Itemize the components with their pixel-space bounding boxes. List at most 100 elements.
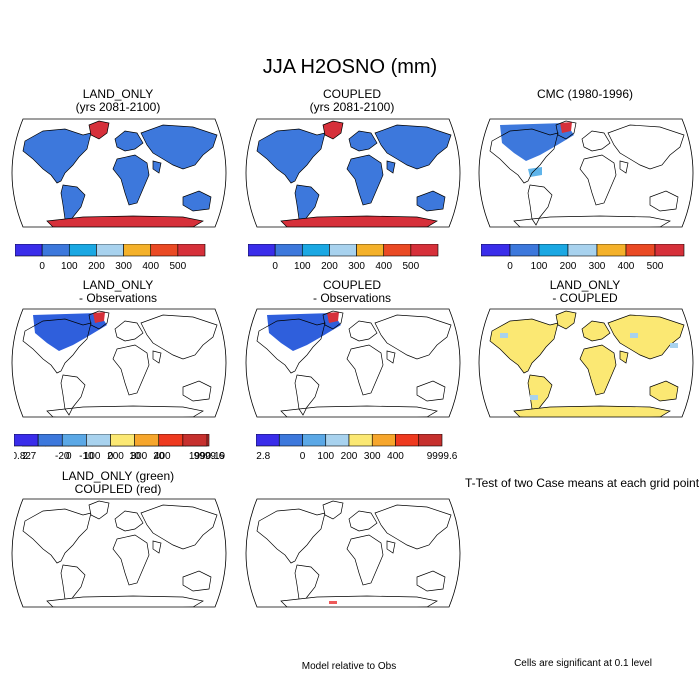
continent-gl xyxy=(322,120,344,140)
map-frame xyxy=(478,308,694,418)
continent-eu xyxy=(581,130,611,152)
continent-gl xyxy=(322,500,344,520)
map-frame xyxy=(245,118,461,228)
continent-as xyxy=(140,314,218,360)
colorbar-box-6 xyxy=(158,434,184,447)
snow-anomaly-region xyxy=(500,123,574,161)
continent-au xyxy=(182,190,212,212)
continent-gl xyxy=(555,120,577,140)
colorbar-box-7 xyxy=(182,434,208,447)
colorbar-tick-label: 200 xyxy=(107,451,124,462)
continent-af xyxy=(346,154,384,206)
colorbar-tick-label: 400 xyxy=(154,451,171,462)
continent-af xyxy=(346,344,384,396)
colorbar-tick-label: 200 xyxy=(341,451,358,462)
continent-as xyxy=(374,314,452,360)
map-panel-7 xyxy=(11,498,227,608)
colorbar-box-0 xyxy=(481,244,511,257)
snow-anomaly-region xyxy=(267,313,341,351)
colorbar-tick-label: 1990.19 xyxy=(189,451,226,462)
colorbar-tick-label: 0 xyxy=(300,451,306,462)
panel-title-3: CMC (1980-1996) xyxy=(470,88,700,101)
continent-eu xyxy=(114,510,144,532)
panel-title-line: LAND_ONLY (green) xyxy=(61,469,175,483)
colorbar-box-2 xyxy=(61,434,87,447)
colorbar-box-0 xyxy=(256,434,280,447)
colorbar-box-1 xyxy=(278,434,303,447)
continent-na xyxy=(489,128,559,184)
colorbar-tick-label: 0 xyxy=(272,261,278,272)
colorbar-tick-label: 300 xyxy=(348,261,365,272)
panel-title-line: COUPLED (red) xyxy=(74,482,162,496)
continent-eu xyxy=(114,320,144,342)
continent-gl xyxy=(88,500,110,520)
panel-title-line: - Observations xyxy=(78,291,158,305)
colorbar-box-6 xyxy=(654,244,685,257)
continent-af xyxy=(112,154,150,206)
colorbar-box-3 xyxy=(329,244,357,257)
page-title: JJA H2OSNO (mm) xyxy=(262,56,438,78)
colorbar-3: 0 100 200 300 400 500 xyxy=(481,244,685,272)
continent-au xyxy=(649,190,679,212)
continent-na xyxy=(22,318,92,374)
continent-ant xyxy=(46,405,204,417)
colorbar-tick-label: 100 xyxy=(61,261,78,272)
colorbar-tick-label: 0 xyxy=(39,261,45,272)
colorbar-tick-label: 100 xyxy=(317,451,334,462)
panel-title-4: LAND_ONLY - Observations xyxy=(3,279,233,305)
colorbar-box-6 xyxy=(177,244,206,257)
map-panel-4 xyxy=(11,308,227,418)
map-panel-6 xyxy=(478,308,694,418)
colorbar-box-1 xyxy=(41,244,70,257)
map-panel-2 xyxy=(245,118,461,228)
continent-na xyxy=(22,128,92,184)
colorbar-box-3 xyxy=(567,244,598,257)
colorbar-tick-label: 300 xyxy=(364,451,381,462)
colorbar-tick-label: 0 xyxy=(66,451,72,462)
colorbar-box-2 xyxy=(68,244,97,257)
colorbar-box-2 xyxy=(538,244,569,257)
colorbar-tick-label: 100 xyxy=(84,451,101,462)
continent-au xyxy=(416,190,446,212)
continent-af xyxy=(346,534,384,586)
continent-ant xyxy=(280,405,438,417)
colorbar-tick-label: 100 xyxy=(294,261,311,272)
panel-title-line: CMC (1980-1996) xyxy=(536,87,634,101)
colorbar-tick-label: 10 xyxy=(129,451,141,462)
colorbar-box-4 xyxy=(356,244,385,257)
continent-au xyxy=(416,380,446,402)
colorbar-tick-label: 400 xyxy=(618,261,635,272)
colorbar-box-6 xyxy=(410,244,439,257)
continent-ind xyxy=(152,350,162,364)
continent-au xyxy=(182,570,212,592)
colorbar-box-5 xyxy=(625,244,656,257)
continent-ant xyxy=(46,215,204,227)
continent-ind xyxy=(386,540,396,554)
cell-patch-2 xyxy=(670,343,678,348)
colorbar-box-3 xyxy=(96,244,124,257)
colorbar-box-5 xyxy=(383,244,412,257)
continent-au xyxy=(649,380,679,402)
greenland-high-region xyxy=(560,122,572,133)
colorbar-tick-label: 0 xyxy=(507,261,513,272)
colorbar-tick-label: 200 xyxy=(560,261,577,272)
colorbar-box-1 xyxy=(37,434,63,447)
colorbar-tick-label: 20 xyxy=(153,451,165,462)
colorbar-box-2 xyxy=(301,244,330,257)
continent-as xyxy=(607,124,685,170)
continent-af xyxy=(579,154,617,206)
continent-na xyxy=(256,128,326,184)
colorbar-box-1 xyxy=(274,244,303,257)
continent-ind xyxy=(152,540,162,554)
colorbar-box-4 xyxy=(110,434,135,447)
colorbar-box-4 xyxy=(123,244,152,257)
colorbar-box-4 xyxy=(348,434,373,447)
continent-gl xyxy=(322,310,344,330)
map-frame xyxy=(11,498,227,608)
colorbar-box-5 xyxy=(371,434,396,447)
map-frame xyxy=(478,118,694,228)
continent-ant xyxy=(280,595,438,607)
colorbar-box-6 xyxy=(395,434,420,447)
colorbar-tick-label: 200 xyxy=(321,261,338,272)
note-significance: Cells are significant at 0.1 level xyxy=(514,658,652,669)
